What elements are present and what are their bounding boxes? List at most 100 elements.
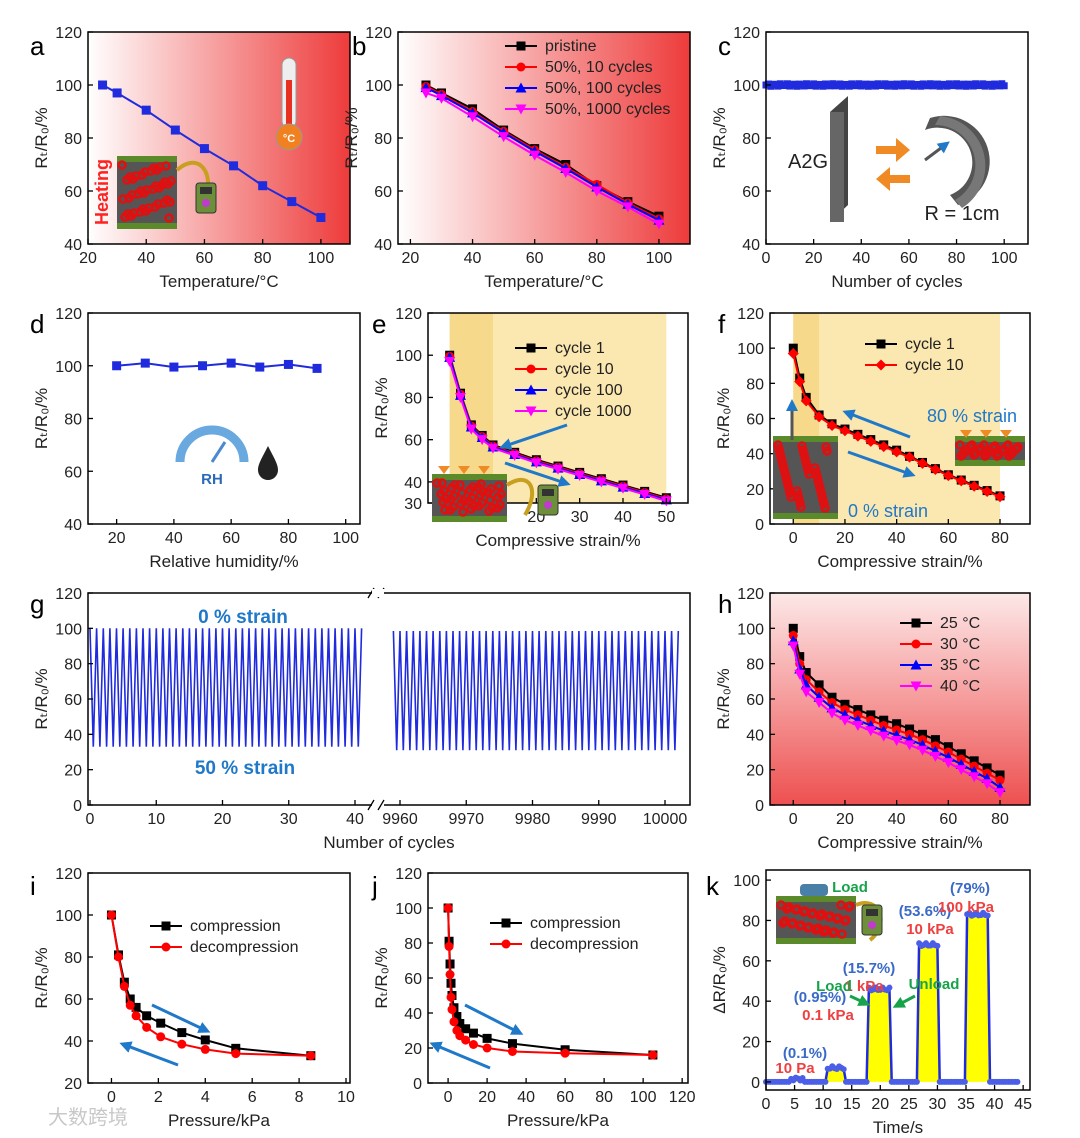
load-label: Load	[816, 978, 852, 995]
plot-frame	[765, 869, 1031, 1091]
x-tick-label: 0	[789, 811, 798, 828]
legend-marker	[161, 921, 171, 931]
y-tick-label: 120	[395, 866, 422, 883]
network-strand	[999, 444, 1009, 454]
data-point	[866, 710, 876, 720]
x-tick-label: 80	[948, 250, 966, 267]
y-axis-label: Rₜ/R₀/%	[342, 107, 361, 168]
data-point	[507, 1039, 517, 1049]
x-tick-label: 20	[108, 530, 126, 547]
series-line	[110, 914, 311, 1057]
data-point	[560, 1048, 570, 1058]
x-tick-label: 0	[762, 1096, 771, 1113]
multimeter-icon	[537, 484, 559, 516]
data-point	[814, 680, 824, 690]
top-electrode	[432, 474, 507, 480]
data-point	[177, 1028, 187, 1038]
data-point	[984, 912, 991, 919]
data-point	[200, 1035, 210, 1045]
data-point	[639, 490, 651, 501]
y-tick-label: 80	[742, 131, 760, 148]
series-d	[112, 358, 322, 373]
data-point	[886, 984, 893, 991]
x-tick-label: 100	[991, 250, 1018, 267]
legend-marker	[515, 104, 527, 115]
x-tick-label: 9970	[448, 811, 484, 828]
legend-item: cycle 100	[515, 382, 623, 399]
y-axis-label: Rₜ/R₀/%	[710, 107, 729, 168]
data-point	[917, 729, 927, 739]
panel-label: c	[718, 31, 731, 61]
data-point	[622, 202, 634, 213]
bottom-electrode	[955, 460, 1025, 466]
legend-marker	[875, 359, 887, 371]
data-point	[822, 1078, 829, 1085]
legend-label: cycle 10	[905, 357, 964, 374]
pressure-label: 10 Pa	[775, 1060, 815, 1077]
gauge-arc	[175, 425, 249, 463]
data-point	[840, 1066, 847, 1073]
pressure-label: 100 kPa	[938, 899, 995, 916]
data-point	[444, 942, 454, 951]
y-tick-label: 40	[742, 994, 760, 1011]
network-strand	[994, 449, 1004, 459]
y-tick-label: 120	[395, 306, 422, 323]
x-tick-label: 9980	[515, 811, 551, 828]
rh-label: RH	[201, 471, 223, 488]
y-tick-label: 80	[64, 412, 82, 429]
network-strand	[160, 177, 170, 187]
x-tick-label: 20	[836, 811, 854, 828]
data-point	[443, 903, 453, 913]
x-tick-label: 45	[1014, 1096, 1032, 1113]
bottom-electrode	[432, 516, 507, 522]
x-axis-label: Temperature/°C	[484, 272, 603, 291]
bottom-electrode	[773, 513, 838, 519]
load-arrow	[849, 994, 871, 1006]
y-tick-label: 100	[395, 901, 422, 918]
network-strand	[151, 181, 161, 191]
y-tick-label: 0	[751, 1075, 760, 1092]
network-strand	[446, 494, 456, 504]
x-tick-label: 40	[346, 811, 364, 828]
weight-load-icon	[800, 884, 828, 896]
x-tick-label: 100	[332, 530, 359, 547]
network-strand	[791, 905, 801, 915]
legend-item: 50%, 10 cycles	[505, 59, 653, 76]
x-tick-label: 40	[614, 509, 632, 526]
y-tick-label: 20	[64, 763, 82, 780]
y-tick-label: 80	[742, 913, 760, 930]
panel-label: h	[718, 589, 732, 619]
y-tick-label: 80	[374, 131, 392, 148]
data-point	[839, 425, 851, 437]
x-axis-label: Temperature/°C	[159, 272, 278, 291]
data-point	[904, 451, 916, 463]
legend-marker	[911, 639, 921, 649]
data-point	[942, 470, 954, 482]
panel-f: 0 20 40 60 80 0 20 40 60 80 100 120 Compressive stra…	[714, 306, 1031, 571]
data-point	[795, 652, 805, 662]
network-strand	[465, 485, 475, 495]
data-point	[878, 441, 890, 453]
legend-marker	[501, 939, 511, 949]
panel-e: 0102030405030406080100120Compressive str…	[372, 306, 689, 550]
y-axis-label: Rₜ/R₀/%	[32, 668, 51, 729]
x-axis-label: Time/s	[873, 1118, 923, 1137]
legend-label: cycle 1	[555, 340, 605, 357]
network-strand	[484, 506, 494, 516]
strain-label: (0.1%)	[783, 1045, 827, 1062]
x-tick-label: 100	[630, 1089, 657, 1106]
y-tick-label: 100	[737, 621, 764, 638]
data-point	[141, 105, 151, 115]
legend-label: 30 °C	[940, 636, 980, 653]
series-a	[98, 80, 326, 222]
x-tick-label: 0	[107, 1089, 116, 1106]
data-point	[1014, 1078, 1021, 1085]
data-point	[788, 623, 798, 633]
meter-dial	[202, 199, 210, 207]
data-point	[891, 736, 903, 747]
y-tick-label: 60	[746, 692, 764, 709]
data-point	[995, 775, 1005, 785]
data-point	[813, 411, 825, 423]
data-point	[461, 1035, 471, 1045]
legend-label: pristine	[545, 38, 597, 55]
